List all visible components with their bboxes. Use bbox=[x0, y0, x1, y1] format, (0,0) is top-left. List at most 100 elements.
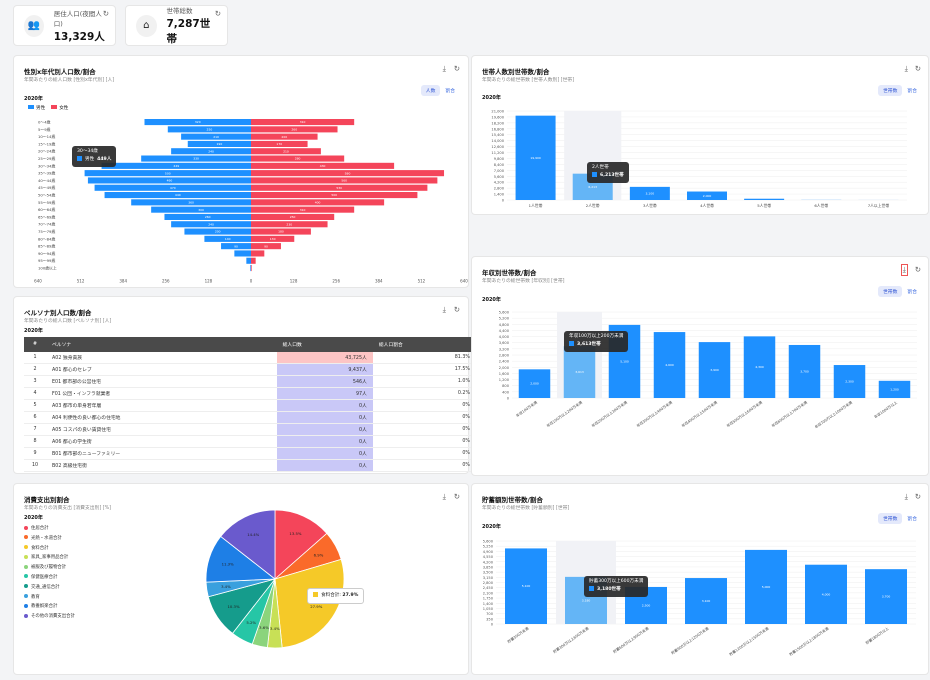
toggle-ratio[interactable]: 割合 bbox=[445, 89, 455, 94]
table-cell: 0人 bbox=[276, 411, 373, 425]
refresh-icon[interactable]: ↻ bbox=[214, 9, 221, 18]
table-cell: B01 都市部のニューファミリー bbox=[46, 447, 277, 461]
male-bar bbox=[164, 213, 251, 220]
bar-value: 500 bbox=[331, 193, 337, 197]
toggle-count[interactable]: 世帯数 bbox=[877, 85, 903, 96]
download-icon[interactable]: ⤓ bbox=[442, 305, 446, 314]
legend-label: 教育 bbox=[31, 594, 40, 600]
legend-item[interactable]: 家具_家事用品合計 bbox=[24, 553, 75, 563]
year-label: 2020年 bbox=[24, 96, 43, 102]
refresh-icon[interactable]: ↻ bbox=[453, 64, 460, 73]
card-title: ペルソナ別人口数/割合 bbox=[24, 309, 92, 317]
toggle-count[interactable]: 世帯数 bbox=[877, 513, 903, 524]
kpi-label: 世帯総数 bbox=[166, 7, 193, 15]
legend-dot bbox=[24, 545, 28, 550]
table-row[interactable]: 2 A01 都心のセレブ 9,437人 17.5% bbox=[24, 363, 476, 377]
axis-tick: 384 bbox=[119, 278, 127, 283]
download-icon[interactable]: ⤓ bbox=[442, 64, 446, 73]
table-row[interactable]: 8 A06 都心の学生街 0人 0% bbox=[24, 435, 476, 449]
refresh-icon[interactable]: ↻ bbox=[914, 64, 921, 73]
legend-dot bbox=[24, 574, 28, 579]
male-bar bbox=[184, 228, 251, 235]
col-header: # bbox=[24, 337, 46, 352]
toggle-ratio[interactable]: 割合 bbox=[907, 517, 917, 522]
table-row[interactable]: 5 A03 都市の単身若年層 0人 0% bbox=[24, 399, 476, 413]
y-tick: 800 bbox=[502, 384, 510, 388]
female-bar bbox=[251, 119, 355, 126]
table-cell: 0% bbox=[372, 411, 476, 425]
axis-tick: 640 bbox=[34, 278, 42, 283]
legend-item[interactable]: 住居合計 bbox=[24, 524, 75, 534]
refresh-icon[interactable]: ↻ bbox=[102, 9, 109, 18]
x-tick: 5人世帯 bbox=[757, 203, 771, 208]
refresh-icon[interactable]: ↻ bbox=[914, 492, 921, 501]
table-cell: A04 利便性の良い都心の住宅地 bbox=[46, 411, 277, 425]
legend-item[interactable]: 交通_通信合計 bbox=[24, 583, 75, 593]
table-row[interactable]: 4 F01 公団・インフラ就業者 97人 0.2% bbox=[24, 387, 476, 401]
card-title: 性別x年代別人口数/割合 bbox=[24, 68, 96, 76]
legend-item[interactable]: その他の消費支出合計 bbox=[24, 612, 75, 622]
table-row[interactable]: 1 A02 独身貴族 43,725人 81.3% bbox=[24, 352, 476, 365]
age-label: 90〜94歳 bbox=[38, 251, 55, 256]
kpi-value: 7,287世帯 bbox=[166, 18, 211, 45]
bar-value: 360 bbox=[188, 201, 194, 205]
bar-label: 4,600 bbox=[665, 363, 674, 367]
pie-tooltip: 食料合計: 27.9% bbox=[307, 588, 365, 604]
download-icon[interactable]: ⤓ bbox=[442, 492, 446, 501]
y-tick: 2,800 bbox=[494, 187, 505, 191]
legend-item[interactable]: 光熱・水道合計 bbox=[24, 534, 75, 544]
male-bar bbox=[84, 170, 251, 177]
female-bar bbox=[251, 184, 428, 191]
legend-item[interactable]: 保健医療合計 bbox=[24, 573, 75, 583]
table-cell: 0% bbox=[372, 447, 476, 461]
download-icon[interactable]: ⤓ bbox=[900, 264, 908, 276]
bar-value: 140 bbox=[225, 237, 231, 241]
view-toggle: 世帯数 割合 bbox=[877, 85, 922, 96]
legend-male[interactable]: 男性 bbox=[28, 105, 45, 111]
female-bar bbox=[251, 199, 385, 206]
male-bar bbox=[167, 126, 251, 133]
bar bbox=[515, 115, 556, 200]
pie-slice bbox=[274, 509, 328, 580]
bar-value: 260 bbox=[205, 215, 211, 219]
toggle-ratio[interactable]: 割合 bbox=[907, 89, 917, 94]
y-tick: 1,400 bbox=[483, 602, 494, 606]
bar-label: 1,200 bbox=[890, 387, 899, 391]
refresh-icon[interactable]: ↻ bbox=[914, 265, 921, 274]
table-cell: 5 bbox=[24, 399, 46, 413]
persona-card: ペルソナ別人口数/割合 年間あたりの総人口数 [ペルソナ別] [人] ⤓ ↻ 2… bbox=[13, 296, 476, 474]
table-row[interactable]: 7 A05 コスパの良い賃貸住宅 0人 0% bbox=[24, 423, 476, 437]
x-tick: 年収100万未満 bbox=[515, 399, 539, 418]
table-cell: 43,725人 bbox=[276, 352, 373, 365]
y-tick: 4,000 bbox=[499, 335, 510, 339]
table-cell: 0% bbox=[372, 399, 476, 413]
table-cell: A05 コスパの良い賃貸住宅 bbox=[46, 423, 277, 437]
legend-item[interactable]: 食料合計 bbox=[24, 544, 75, 554]
age-label: 65〜69歳 bbox=[38, 214, 55, 219]
bar-label: 2,000 bbox=[530, 382, 539, 386]
toggle-ratio[interactable]: 割合 bbox=[907, 290, 917, 295]
toggle-count[interactable]: 人数 bbox=[420, 85, 441, 96]
table-row[interactable]: 10 B02 高級住宅街 0人 0% bbox=[24, 459, 476, 473]
download-icon[interactable]: ⤓ bbox=[904, 64, 908, 73]
bar-value: 260 bbox=[291, 128, 297, 132]
legend-female[interactable]: 女性 bbox=[51, 105, 68, 111]
legend-item[interactable]: 教養娯楽合計 bbox=[24, 602, 75, 612]
legend-item[interactable]: 教育 bbox=[24, 593, 75, 603]
table-row[interactable]: 9 B01 都市部のニューファミリー 0人 0% bbox=[24, 447, 476, 461]
table-cell: 0% bbox=[372, 435, 476, 449]
bar bbox=[805, 564, 847, 624]
table-row[interactable]: 3 E01 都市部の公営住宅 546人 1.0% bbox=[24, 375, 476, 389]
download-icon[interactable]: ⤓ bbox=[904, 492, 908, 501]
toggle-count[interactable]: 世帯数 bbox=[877, 286, 903, 297]
refresh-icon[interactable]: ↻ bbox=[453, 492, 460, 501]
legend-item[interactable]: 被服及び履物合計 bbox=[24, 563, 75, 573]
x-tick: 2人世帯 bbox=[586, 203, 600, 208]
refresh-icon[interactable]: ↻ bbox=[453, 305, 460, 314]
legend-label: 保健医療合計 bbox=[31, 574, 58, 580]
bar-label: 4,000 bbox=[822, 592, 831, 596]
male-bar bbox=[181, 133, 251, 140]
x-tick: 7人以上世帯 bbox=[868, 203, 890, 208]
table-row[interactable]: 6 A04 利便性の良い都心の住宅地 0人 0% bbox=[24, 411, 476, 425]
bar bbox=[687, 191, 727, 200]
